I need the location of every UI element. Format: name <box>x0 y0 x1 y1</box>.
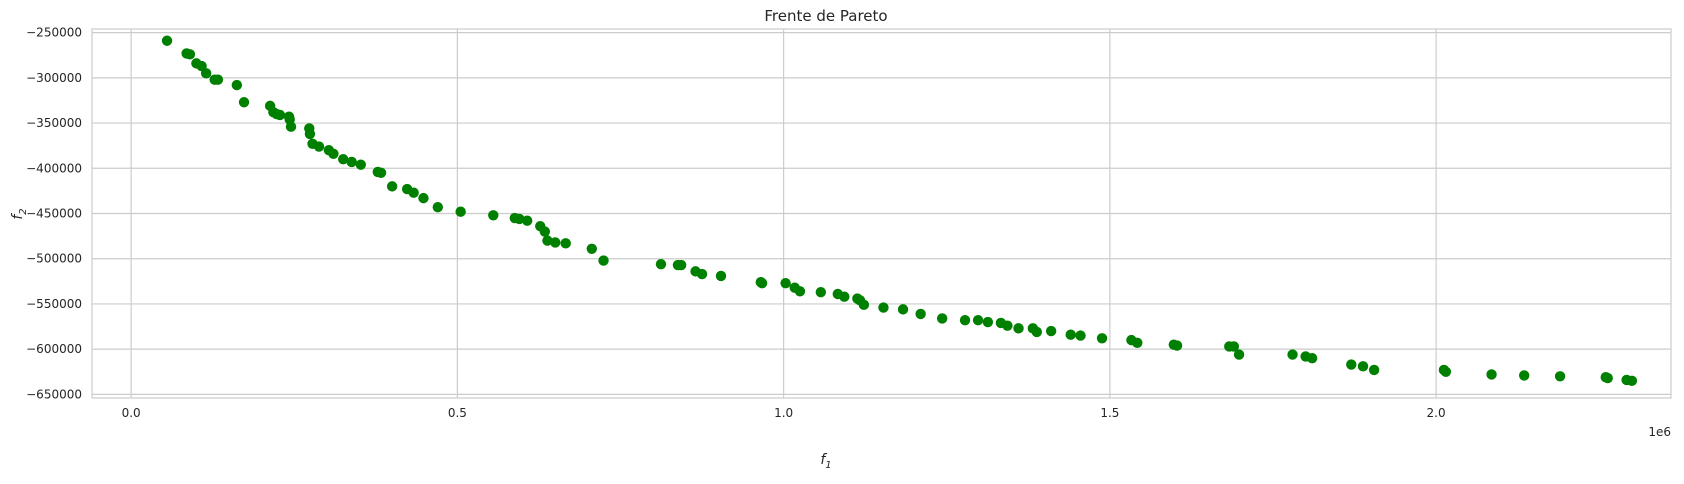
data-point <box>338 154 349 165</box>
data-point <box>1228 341 1240 352</box>
data-point <box>408 187 419 198</box>
y-axis-label: f2 <box>10 208 29 219</box>
x-axis-label-main: f <box>820 452 827 468</box>
data-point <box>455 206 466 217</box>
data-point <box>878 302 889 313</box>
data-point <box>313 141 325 152</box>
y-tick-label: −550000 <box>26 297 82 311</box>
data-point <box>1357 361 1369 372</box>
data-point <box>858 299 870 311</box>
data-point <box>1132 337 1143 349</box>
data-point <box>1031 326 1042 338</box>
data-point <box>696 268 708 280</box>
data-point <box>1065 329 1076 340</box>
data-point <box>238 97 250 108</box>
data-point <box>285 121 297 132</box>
data-point <box>1287 349 1298 360</box>
data-point <box>598 255 609 266</box>
data-point <box>355 159 367 170</box>
data-point <box>780 277 791 289</box>
data-point <box>1045 325 1057 337</box>
data-point <box>488 210 499 221</box>
data-point <box>1518 370 1530 381</box>
x-axis-label-sub: 1 <box>825 460 831 471</box>
y-tick-label: −650000 <box>26 387 82 401</box>
data-point <box>432 201 444 213</box>
data-point <box>184 49 196 60</box>
data-point <box>328 148 339 160</box>
data-point <box>304 128 316 140</box>
data-point <box>655 258 667 270</box>
y-tick-label: −300000 <box>26 71 82 85</box>
y-tick-label: −400000 <box>26 161 82 175</box>
data-point <box>1602 372 1613 384</box>
chart-title: Frente de Pareto <box>764 7 887 25</box>
data-point <box>756 277 768 289</box>
data-point <box>161 35 173 46</box>
data-point <box>1013 323 1024 334</box>
data-point <box>815 286 827 298</box>
data-point <box>1171 340 1183 351</box>
x-tick-label: 1.0 <box>774 406 793 420</box>
data-point <box>200 68 212 79</box>
data-point <box>675 259 687 271</box>
data-point <box>386 181 398 192</box>
data-point <box>346 156 357 168</box>
data-point <box>839 291 850 302</box>
data-point <box>959 315 971 326</box>
x-tick-label: 0.5 <box>448 406 467 420</box>
data-point <box>1306 353 1318 364</box>
data-point <box>514 213 525 225</box>
data-point <box>1486 369 1497 380</box>
data-point <box>418 192 429 204</box>
data-point <box>915 308 926 320</box>
data-point <box>586 243 597 254</box>
data-point <box>982 316 994 328</box>
data-point <box>274 109 286 121</box>
y-tick-label: −350000 <box>26 116 82 130</box>
data-point <box>212 74 224 85</box>
x-axis-label: f1 <box>820 452 831 471</box>
data-point <box>522 215 533 226</box>
data-point <box>1346 359 1357 370</box>
y-tick-label: −500000 <box>26 252 82 266</box>
data-point <box>231 79 243 91</box>
x-tick-label: 1.5 <box>1100 406 1119 420</box>
x-tick-labels: 0.0 0.5 1.0 1.5 2.0 <box>122 406 1446 420</box>
data-point <box>539 226 551 237</box>
data-point <box>897 304 909 315</box>
y-axis-label-main: f <box>10 213 26 220</box>
plot-frame <box>91 28 1672 399</box>
data-point <box>794 286 806 297</box>
data-point <box>550 237 561 248</box>
data-point <box>560 238 571 249</box>
y-tick-label: −600000 <box>26 342 82 356</box>
data-point <box>1075 330 1086 341</box>
y-tick-labels: −250000 −300000 −350000 −400000 −450000 −5000… <box>26 26 82 402</box>
data-point <box>1554 371 1566 382</box>
data-point <box>542 235 553 246</box>
y-tick-label: −450000 <box>26 207 82 221</box>
data-point <box>1096 333 1108 344</box>
x-tick-label: 2.0 <box>1427 406 1446 420</box>
data-point <box>375 167 387 179</box>
data-point <box>1626 375 1638 387</box>
x-tick-label: 0.0 <box>122 406 141 420</box>
scatter-points <box>161 35 1638 387</box>
data-point <box>1233 349 1245 360</box>
data-point <box>936 313 948 324</box>
data-point <box>1368 364 1380 376</box>
x-offset-label: 1e6 <box>1648 425 1671 439</box>
data-point <box>1440 366 1452 377</box>
grid <box>92 29 1671 398</box>
data-point <box>1002 320 1013 331</box>
data-point <box>715 270 727 282</box>
y-tick-label: −250000 <box>26 26 82 40</box>
y-axis-label-sub: 2 <box>18 208 29 214</box>
data-point <box>972 315 984 326</box>
